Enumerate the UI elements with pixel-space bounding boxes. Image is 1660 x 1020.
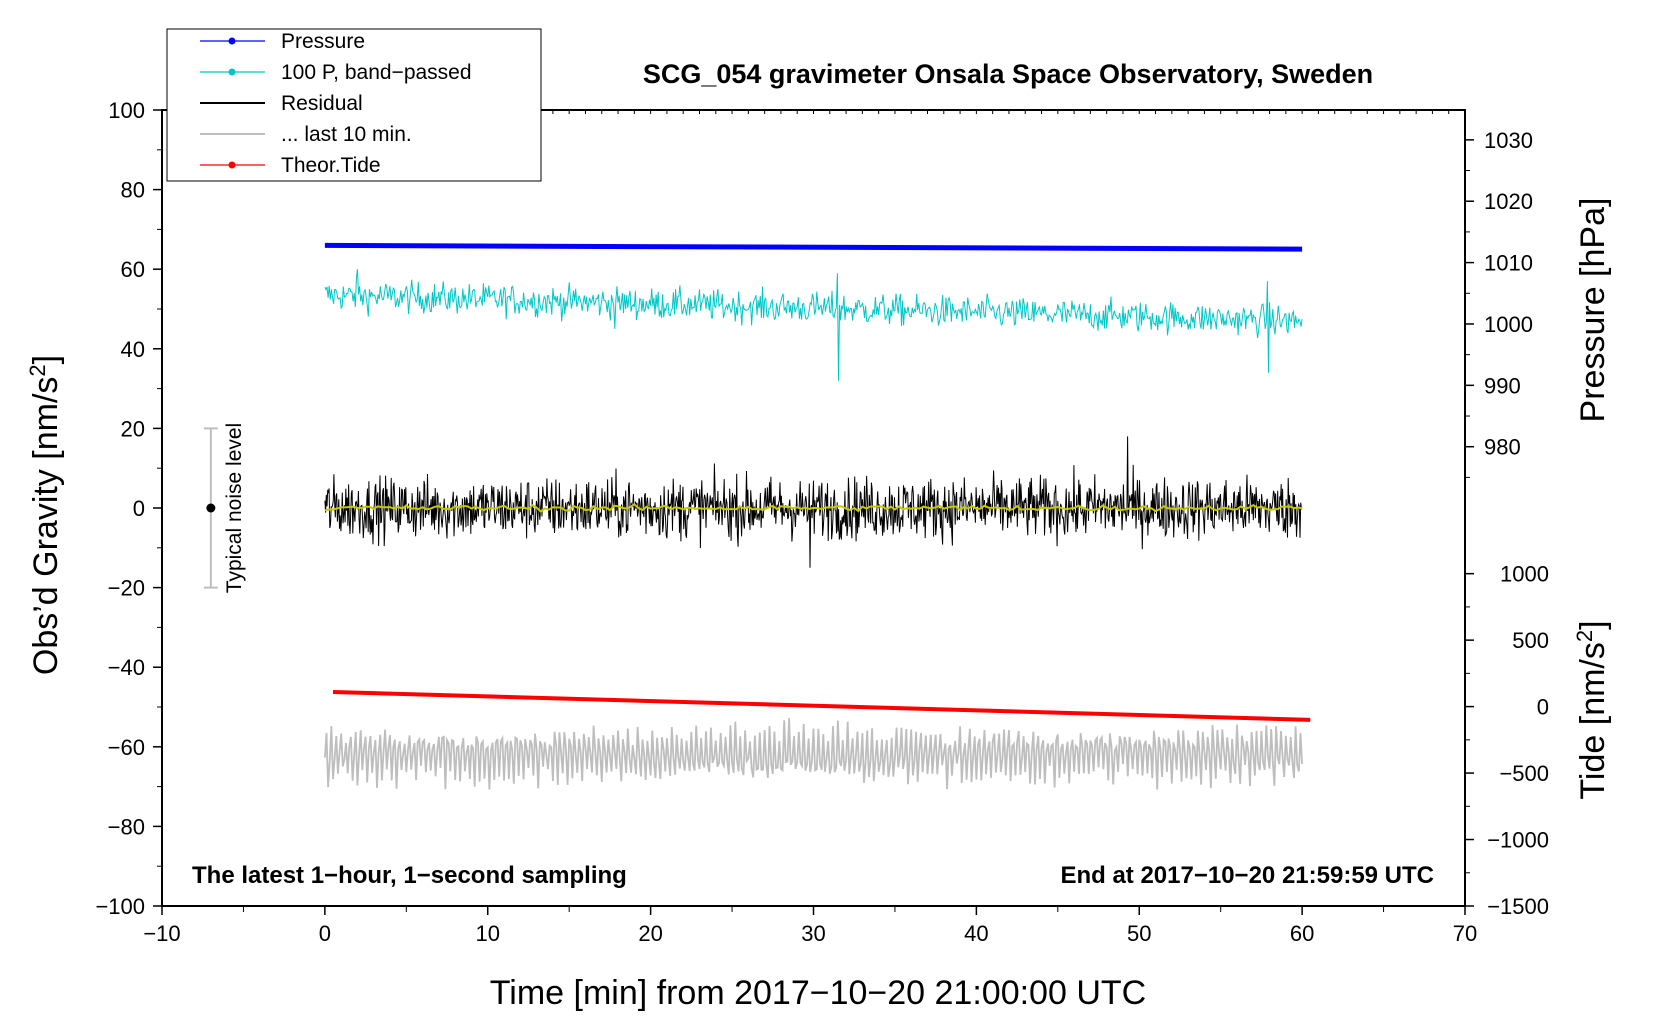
annotation-sampling: The latest 1−hour, 1−second sampling: [192, 862, 627, 889]
noise-bar-label: Typical noise level: [223, 423, 246, 593]
tide-tick-label: 500: [1512, 628, 1549, 653]
legend-label: Pressure: [281, 30, 365, 53]
x-axis-title: Time [min] from 2017−10−20 21:00:00 UTC: [490, 974, 1146, 1012]
legend-items: Pressure 100 P, band−passed Residual ... la…: [200, 30, 472, 177]
y-axis-title-pressure: Pressure [hPa]: [1574, 198, 1612, 423]
x-tick-label: 0: [319, 921, 331, 946]
series-residual: [324, 436, 1303, 568]
y-tick-label: 60: [121, 257, 145, 282]
x-tick-label: −10: [143, 921, 180, 946]
x-tick-label: 10: [476, 921, 500, 946]
pressure-tick-label: 990: [1484, 373, 1521, 398]
y-axis-tide: 1000 500 0 −500 −1000 −1500: [1465, 562, 1549, 919]
pressure-tick-label: 1010: [1484, 251, 1533, 276]
tide-tick-label: −1000: [1487, 828, 1549, 853]
y-tick-label: −60: [108, 735, 145, 760]
pressure-tick-label: 980: [1484, 435, 1521, 460]
y-axis-title-tide-close: ]: [1574, 620, 1612, 629]
y-tick-label: 80: [121, 178, 145, 203]
legend-marker: [228, 68, 236, 76]
pressure-tick-label: 1000: [1484, 312, 1533, 337]
x-tick-label: 50: [1127, 921, 1151, 946]
y-axis-title-gravity-main: Obs’d Gravity [nm/s: [27, 377, 65, 676]
x-tick-label: 70: [1453, 921, 1477, 946]
y-tick-label: −100: [95, 894, 145, 919]
annotation-end-time: End at 2017−10−20 21:59:59 UTC: [1060, 862, 1434, 889]
tide-tick-label: 0: [1537, 695, 1549, 720]
tide-tick-label: −500: [1499, 761, 1549, 786]
y-tick-label: 40: [121, 337, 145, 362]
noise-bar-center-dot: [206, 503, 216, 513]
legend-label: 100 P, band−passed: [281, 61, 472, 84]
y-tick-label: −40: [108, 655, 145, 680]
chart-title: SCG_054 gravimeter Onsala Space Observat…: [643, 59, 1373, 89]
x-tick-label: 40: [964, 921, 988, 946]
y-tick-label: −80: [108, 814, 145, 839]
noise-level-indicator: Typical noise level: [203, 423, 246, 593]
legend-box: [166, 28, 542, 182]
y-axis-title-gravity: Obs’d Gravity [nm/s2]: [25, 355, 65, 675]
series-layer: [324, 242, 1311, 790]
tide-tick-label: 1000: [1500, 562, 1549, 587]
y-axis-title-gravity-close: ]: [27, 355, 65, 364]
x-tick-label: 30: [801, 921, 825, 946]
y-axis-pressure: 1030 1020 1010 1000 990 980: [1465, 128, 1533, 460]
legend-marker: [228, 37, 236, 45]
y-tick-label: 20: [121, 416, 145, 441]
pressure-tick-label: 1020: [1484, 189, 1533, 214]
y-tick-label: 0: [133, 496, 145, 521]
legend-label: Theor.Tide: [281, 154, 381, 177]
series-band-passed-pressure: [324, 269, 1303, 381]
series-theoretical-tide: [332, 689, 1311, 722]
x-tick-label: 20: [638, 921, 662, 946]
y-axis-title-tide-main: Tide [nm/s: [1574, 642, 1612, 799]
legend-marker: [228, 161, 236, 169]
y-tick-label: 100: [108, 98, 145, 123]
y-tick-label: −20: [108, 576, 145, 601]
y-axis-gravity: 100 80 60 40 20 0 −20 −40 −60 −80 −100: [95, 98, 162, 919]
series-residual-smoothed: [324, 502, 1303, 513]
series-last-10-min: [324, 718, 1303, 790]
y-axis-title-gravity-sup: 2: [25, 364, 50, 376]
series-pressure: [324, 242, 1303, 252]
tide-tick-label: −1500: [1487, 894, 1549, 919]
legend-label: ... last 10 min.: [281, 123, 412, 146]
pressure-tick-label: 1030: [1484, 128, 1533, 153]
y-axis-title-tide-sup: 2: [1572, 630, 1597, 642]
x-tick-label: 60: [1290, 921, 1314, 946]
y-axis-title-tide: Tide [nm/s2]: [1572, 620, 1612, 799]
legend-label: Residual: [281, 92, 363, 115]
legend: Pressure 100 P, band−passed Residual ... la…: [166, 28, 542, 182]
x-axis: −10 0 10 20 30 40 50 60 70: [143, 906, 1477, 946]
